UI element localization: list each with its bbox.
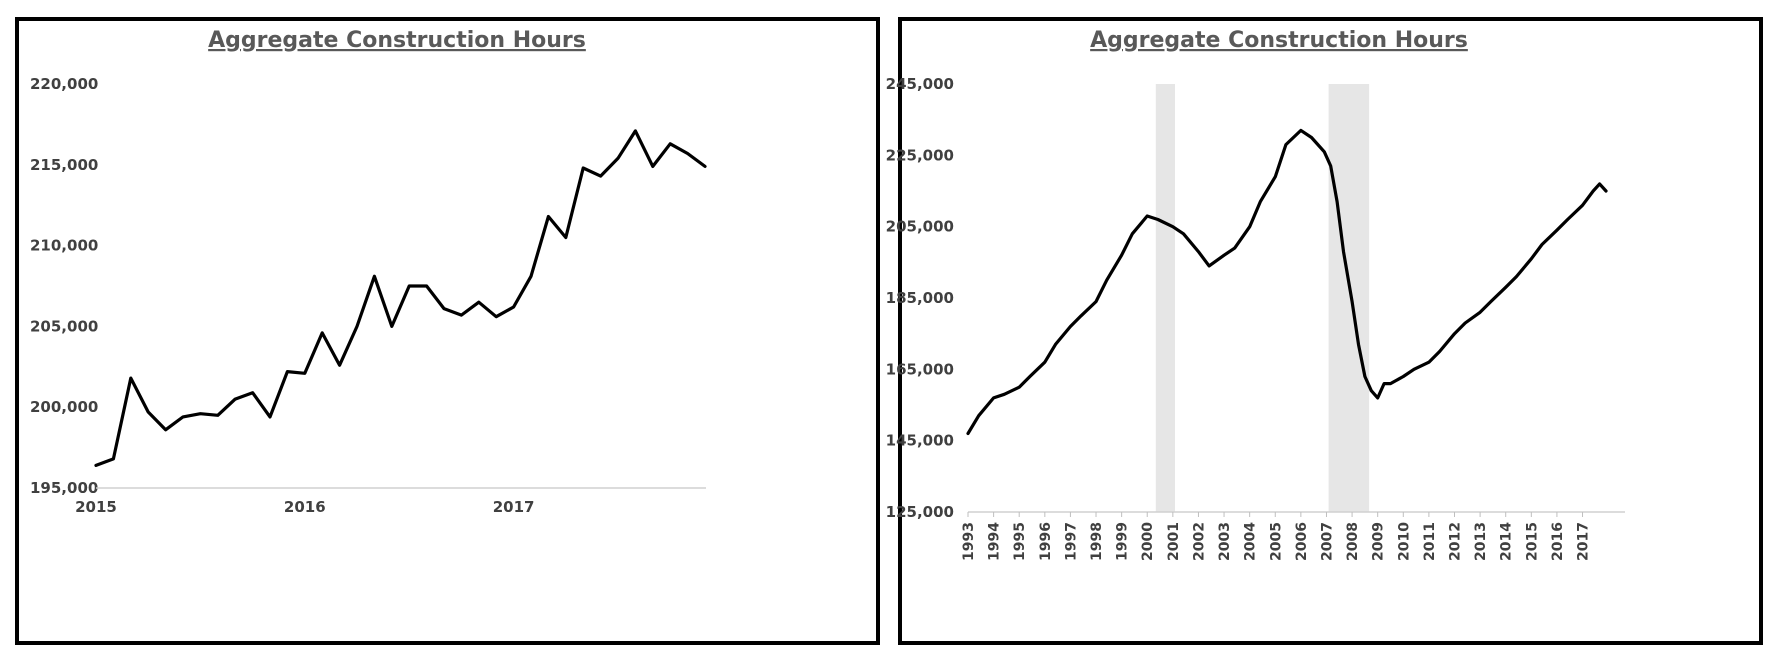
y-tick-label: 165,000	[886, 360, 954, 378]
x-tick-label: 1995	[1012, 522, 1028, 561]
y-tick-label: 185,000	[886, 289, 954, 307]
x-tick-label: 1998	[1089, 522, 1105, 561]
x-tick-label: 1996	[1038, 522, 1054, 561]
chart-panel-right: Aggregate Construction Hours 125,000 145,0…	[886, 17, 1763, 645]
x-tick-label: 1997	[1063, 522, 1079, 561]
x-tick-label: 2007	[1319, 522, 1335, 561]
y-tick-label: 145,000	[886, 432, 954, 450]
chart-svg-left: Aggregate Construction Hours 195,000 200,0…	[30, 28, 707, 516]
y-tick-label: 195,000	[30, 479, 98, 497]
x-tick-label: 2008	[1345, 522, 1361, 561]
x-tick-label: 2009	[1371, 522, 1387, 561]
x-tick-label: 2002	[1191, 522, 1207, 561]
series-line	[966, 128, 1608, 436]
x-tick-label: 2017	[1576, 522, 1592, 561]
x-tick-label: 2017	[493, 498, 535, 516]
recession-band	[1328, 84, 1370, 512]
x-tick-label: 1993	[961, 522, 977, 561]
x-tick-label: 2015	[1524, 522, 1540, 561]
x-tick-label: 1994	[987, 522, 1003, 561]
y-tick-label: 205,000	[30, 317, 98, 335]
x-tick-label: 2004	[1243, 522, 1259, 561]
x-tick-label: 2015	[75, 498, 117, 516]
y-tick-label: 200,000	[30, 398, 98, 416]
chart-panel-left: Aggregate Construction Hours 195,000 200,0…	[15, 17, 880, 645]
x-tick-label: 2010	[1396, 522, 1412, 561]
chart-title: Aggregate Construction Hours	[1090, 28, 1468, 53]
y-tick-label: 225,000	[886, 146, 954, 164]
x-tick-label: 2014	[1499, 522, 1515, 561]
x-tick-label: 2003	[1217, 522, 1233, 561]
y-tick-label: 245,000	[886, 75, 954, 93]
y-tick-label: 210,000	[30, 237, 98, 255]
x-tick-label: 2001	[1166, 522, 1182, 561]
x-tick-label: 2016	[1550, 522, 1566, 561]
series-line	[94, 129, 707, 467]
x-tick-label: 2000	[1140, 522, 1156, 561]
recession-band	[1155, 84, 1175, 512]
x-tick-label: 2011	[1422, 522, 1438, 561]
y-tick-label: 125,000	[886, 503, 954, 521]
chart-title: Aggregate Construction Hours	[208, 28, 586, 53]
x-tick-label: 2013	[1473, 522, 1489, 561]
y-tick-label: 220,000	[30, 75, 98, 93]
x-tick-label: 2006	[1294, 522, 1310, 561]
x-tick-label: 2012	[1448, 522, 1464, 561]
x-tick-label: 1999	[1115, 522, 1131, 561]
x-tick-label: 2005	[1268, 522, 1284, 561]
chart-svg-right: Aggregate Construction Hours 125,000 145,0…	[886, 28, 1625, 561]
x-tick-label: 2016	[284, 498, 326, 516]
y-tick-label: 215,000	[30, 156, 98, 174]
y-tick-label: 205,000	[886, 218, 954, 236]
